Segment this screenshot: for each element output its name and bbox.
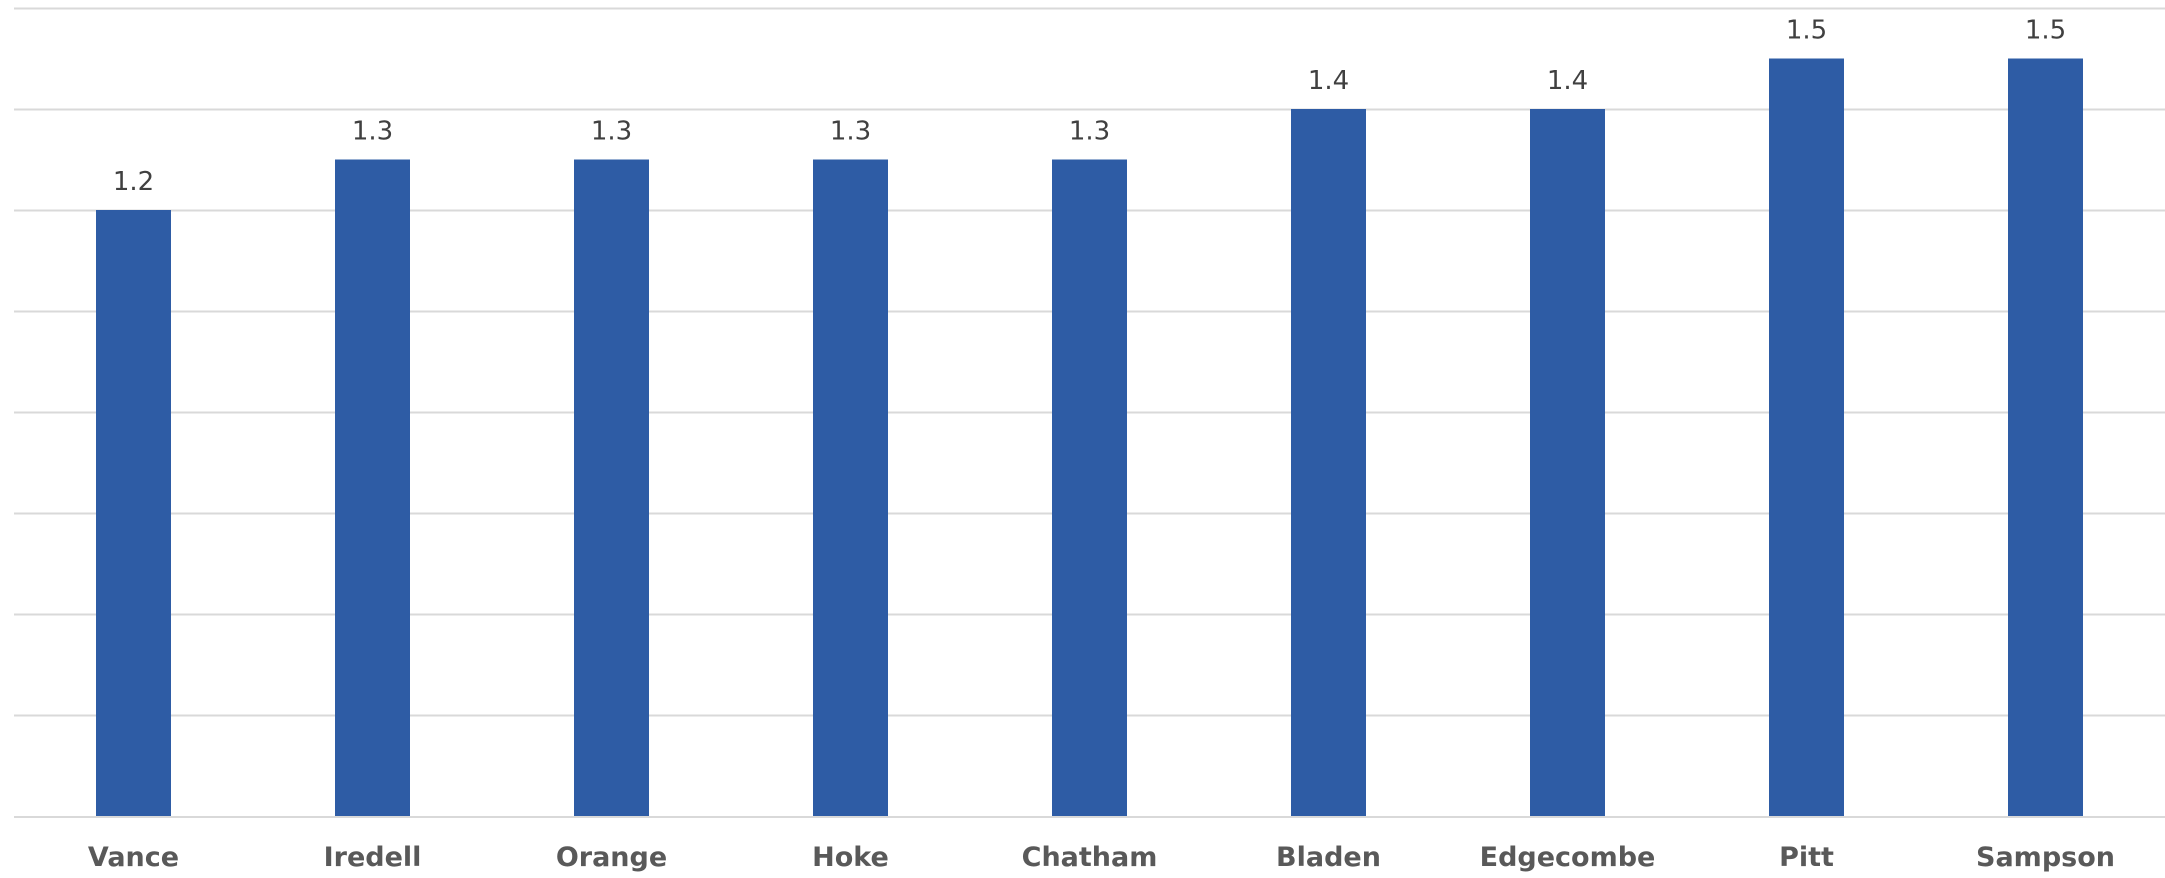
data-label-iredell: 1.3 xyxy=(352,117,393,147)
bar-chatham xyxy=(1052,159,1127,816)
data-label-bladen: 1.4 xyxy=(1308,66,1349,96)
bar-vance xyxy=(96,210,171,816)
data-label-vance: 1.2 xyxy=(113,167,154,197)
category-label-pitt: Pitt xyxy=(1779,842,1834,873)
data-label-sampson: 1.5 xyxy=(2025,16,2066,46)
data-label-pitt: 1.5 xyxy=(1786,16,1827,46)
bar-sampson xyxy=(2008,58,2083,816)
category-label-chatham: Chatham xyxy=(1022,842,1158,873)
data-label-hoke: 1.3 xyxy=(830,117,871,147)
category-labels: Vance Iredell Orange Hoke Chatham Bladen Edgec… xyxy=(88,842,2115,873)
category-label-bladen: Bladen xyxy=(1276,842,1381,873)
bar-hoke xyxy=(813,159,888,816)
category-label-hoke: Hoke xyxy=(812,842,889,873)
bars xyxy=(96,58,2083,816)
category-label-edgecombe: Edgecombe xyxy=(1480,842,1656,873)
category-label-vance: Vance xyxy=(88,842,179,873)
data-label-chatham: 1.3 xyxy=(1069,117,1110,147)
bar-edgecombe xyxy=(1530,109,1605,816)
data-labels: 1.2 1.3 1.3 1.3 1.3 1.4 1.4 1.5 1.5 xyxy=(113,16,2066,198)
data-label-edgecombe: 1.4 xyxy=(1547,66,1588,96)
bar-bladen xyxy=(1291,109,1366,816)
category-label-sampson: Sampson xyxy=(1976,842,2115,873)
bar-orange xyxy=(574,159,649,816)
bar-pitt xyxy=(1769,58,1844,816)
category-label-orange: Orange xyxy=(556,842,667,873)
data-label-orange: 1.3 xyxy=(591,117,632,147)
bar-iredell xyxy=(335,159,410,816)
category-label-iredell: Iredell xyxy=(324,842,422,873)
